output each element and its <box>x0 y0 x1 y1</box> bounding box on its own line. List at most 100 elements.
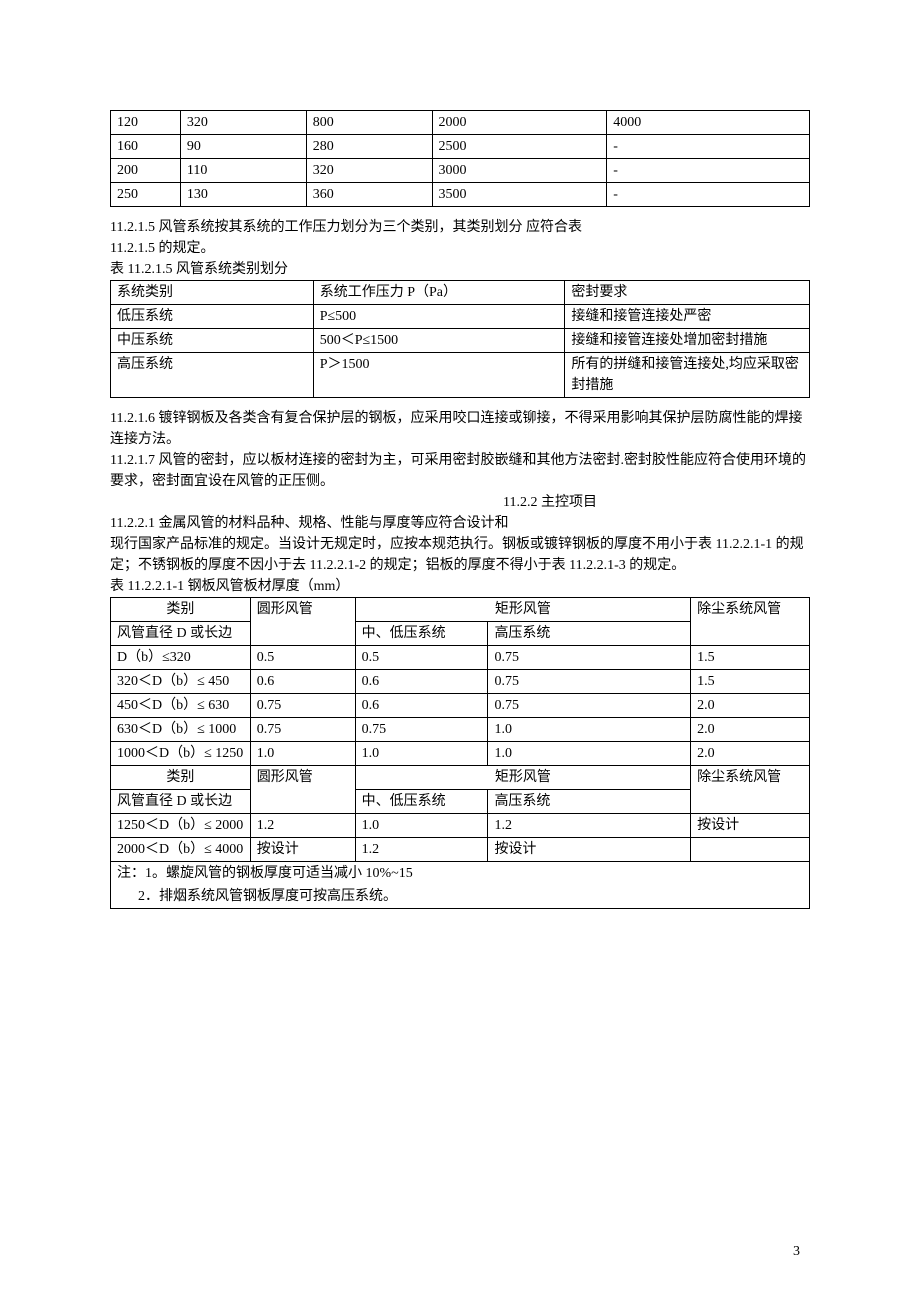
header-cell: 风管直径 D 或长边 <box>111 790 251 814</box>
paragraph: 11.2.1.7 风管的密封，应以板材连接的密封为主，可采用密封胶嵌缝和其他方法… <box>110 450 810 492</box>
cell: 1.2 <box>250 814 355 838</box>
table-row: 低压系统 P≤500 接缝和接管连接处严密 <box>111 305 810 329</box>
table-row: 160 90 280 2500 - <box>111 135 810 159</box>
cell: 低压系统 <box>111 305 314 329</box>
cell: 360 <box>306 183 432 207</box>
cell: 320 <box>306 159 432 183</box>
cell: 2000 <box>432 111 607 135</box>
table-row: 1000＜D（b）≤ 1250 1.0 1.0 1.0 2.0 <box>111 742 810 766</box>
cell: - <box>607 183 810 207</box>
cell: 1.2 <box>355 838 488 862</box>
cell: 800 <box>306 111 432 135</box>
header-cell: 高压系统 <box>488 790 691 814</box>
cell: 2.0 <box>691 718 810 742</box>
cell: 0.5 <box>250 646 355 670</box>
header-cell: 圆形风管 <box>250 766 355 814</box>
page: 120 320 800 2000 4000 160 90 280 2500 - … <box>0 0 920 1302</box>
cell: 90 <box>180 135 306 159</box>
cell: 1.5 <box>691 646 810 670</box>
cell: 320 <box>180 111 306 135</box>
table-row: 320＜D（b）≤ 450 0.6 0.6 0.75 1.5 <box>111 670 810 694</box>
cell: 2000＜D（b）≤ 4000 <box>111 838 251 862</box>
table-row: 450＜D（b）≤ 630 0.75 0.6 0.75 2.0 <box>111 694 810 718</box>
header-cell: 除尘系统风管 <box>691 766 810 814</box>
table-row: 类别 圆形风管 矩形风管 除尘系统风管 <box>111 766 810 790</box>
cell: 0.75 <box>250 718 355 742</box>
table-row: D（b）≤320 0.5 0.5 0.75 1.5 <box>111 646 810 670</box>
cell: 630＜D（b）≤ 1000 <box>111 718 251 742</box>
cell: 160 <box>111 135 181 159</box>
paragraph: 11.2.1.5 的规定。 <box>110 238 810 259</box>
cell: 1.2 <box>488 814 691 838</box>
cell: 0.6 <box>250 670 355 694</box>
cell: 1000＜D（b）≤ 1250 <box>111 742 251 766</box>
table-row: 2．排烟系统风管钢板厚度可按高压系统。 <box>111 885 810 909</box>
cell: 1.5 <box>691 670 810 694</box>
table-row: 630＜D（b）≤ 1000 0.75 0.75 1.0 2.0 <box>111 718 810 742</box>
header-cell: 除尘系统风管 <box>691 598 810 646</box>
cell: 0.75 <box>355 718 488 742</box>
cell: 0.6 <box>355 670 488 694</box>
table-row: 1250＜D（b）≤ 2000 1.2 1.0 1.2 按设计 <box>111 814 810 838</box>
header-cell: 矩形风管 <box>355 766 691 790</box>
header-cell: 矩形风管 <box>355 598 691 622</box>
table-caption: 表 11.2.1.5 风管系统类别划分 <box>110 259 810 280</box>
header-cell: 风管直径 D 或长边 <box>111 622 251 646</box>
cell: - <box>607 159 810 183</box>
header-cell: 类别 <box>111 598 251 622</box>
table-row: 250 130 360 3500 - <box>111 183 810 207</box>
paragraph: 11.2.2.1 金属风管的材料品种、规格、性能与厚度等应符合设计和 <box>110 513 810 534</box>
cell: D（b）≤320 <box>111 646 251 670</box>
cell: 所有的拼缝和接管连接处,均应采取密封措施 <box>565 353 810 398</box>
header-cell: 密封要求 <box>565 281 810 305</box>
cell: 110 <box>180 159 306 183</box>
cell: - <box>607 135 810 159</box>
table-row: 类别 圆形风管 矩形风管 除尘系统风管 <box>111 598 810 622</box>
cell: 1.0 <box>488 742 691 766</box>
header-cell: 高压系统 <box>488 622 691 646</box>
cell: 中压系统 <box>111 329 314 353</box>
header-cell: 中、低压系统 <box>355 622 488 646</box>
cell: 按设计 <box>488 838 691 862</box>
cell: 0.6 <box>355 694 488 718</box>
cell: 按设计 <box>691 814 810 838</box>
cell: 0.75 <box>488 670 691 694</box>
cell <box>691 838 810 862</box>
header-cell: 中、低压系统 <box>355 790 488 814</box>
cell: 3500 <box>432 183 607 207</box>
header-cell: 系统类别 <box>111 281 314 305</box>
table-row: 系统类别 系统工作压力 P（Pa） 密封要求 <box>111 281 810 305</box>
table-caption: 表 11.2.2.1-1 钢板风管板材厚度（mm） <box>110 576 810 597</box>
header-cell: 圆形风管 <box>250 598 355 646</box>
cell: 450＜D（b）≤ 630 <box>111 694 251 718</box>
page-number: 3 <box>793 1241 800 1262</box>
cell: 2.0 <box>691 694 810 718</box>
paragraph: 现行国家产品标准的规定。当设计无规定时，应按本规范执行。钢板或镀锌钢板的厚度不用… <box>110 534 810 576</box>
cell: 250 <box>111 183 181 207</box>
cell: P＞1500 <box>313 353 565 398</box>
table-system-classification: 系统类别 系统工作压力 P（Pa） 密封要求 低压系统 P≤500 接缝和接管连… <box>110 280 810 398</box>
cell: 4000 <box>607 111 810 135</box>
paragraph: 11.2.1.5 风管系统按其系统的工作压力划分为三个类别，其类别划分 应符合表 <box>110 217 810 238</box>
cell: 接缝和接管连接处增加密封措施 <box>565 329 810 353</box>
table-dimensions: 120 320 800 2000 4000 160 90 280 2500 - … <box>110 110 810 207</box>
cell: 0.75 <box>488 646 691 670</box>
cell: 3000 <box>432 159 607 183</box>
table-row: 注：1。螺旋风管的钢板厚度可适当减小 10%~15 <box>111 862 810 886</box>
table-row: 200 110 320 3000 - <box>111 159 810 183</box>
section-heading: 11.2.2 主控项目 <box>110 492 810 513</box>
paragraph: 11.2.1.6 镀锌钢板及各类含有复合保护层的钢板，应采用咬口连接或铆接，不得… <box>110 408 810 450</box>
cell: 320＜D（b）≤ 450 <box>111 670 251 694</box>
cell: 1250＜D（b）≤ 2000 <box>111 814 251 838</box>
table-row: 120 320 800 2000 4000 <box>111 111 810 135</box>
table-row: 高压系统 P＞1500 所有的拼缝和接管连接处,均应采取密封措施 <box>111 353 810 398</box>
table-plate-thickness: 类别 圆形风管 矩形风管 除尘系统风管 风管直径 D 或长边 中、低压系统 高压… <box>110 597 810 909</box>
header-cell: 系统工作压力 P（Pa） <box>313 281 565 305</box>
note: 注：1。螺旋风管的钢板厚度可适当减小 10%~15 <box>111 862 810 886</box>
cell: 0.75 <box>488 694 691 718</box>
cell: 2500 <box>432 135 607 159</box>
cell: 200 <box>111 159 181 183</box>
cell: 0.75 <box>250 694 355 718</box>
cell: 280 <box>306 135 432 159</box>
note: 2．排烟系统风管钢板厚度可按高压系统。 <box>111 885 810 909</box>
